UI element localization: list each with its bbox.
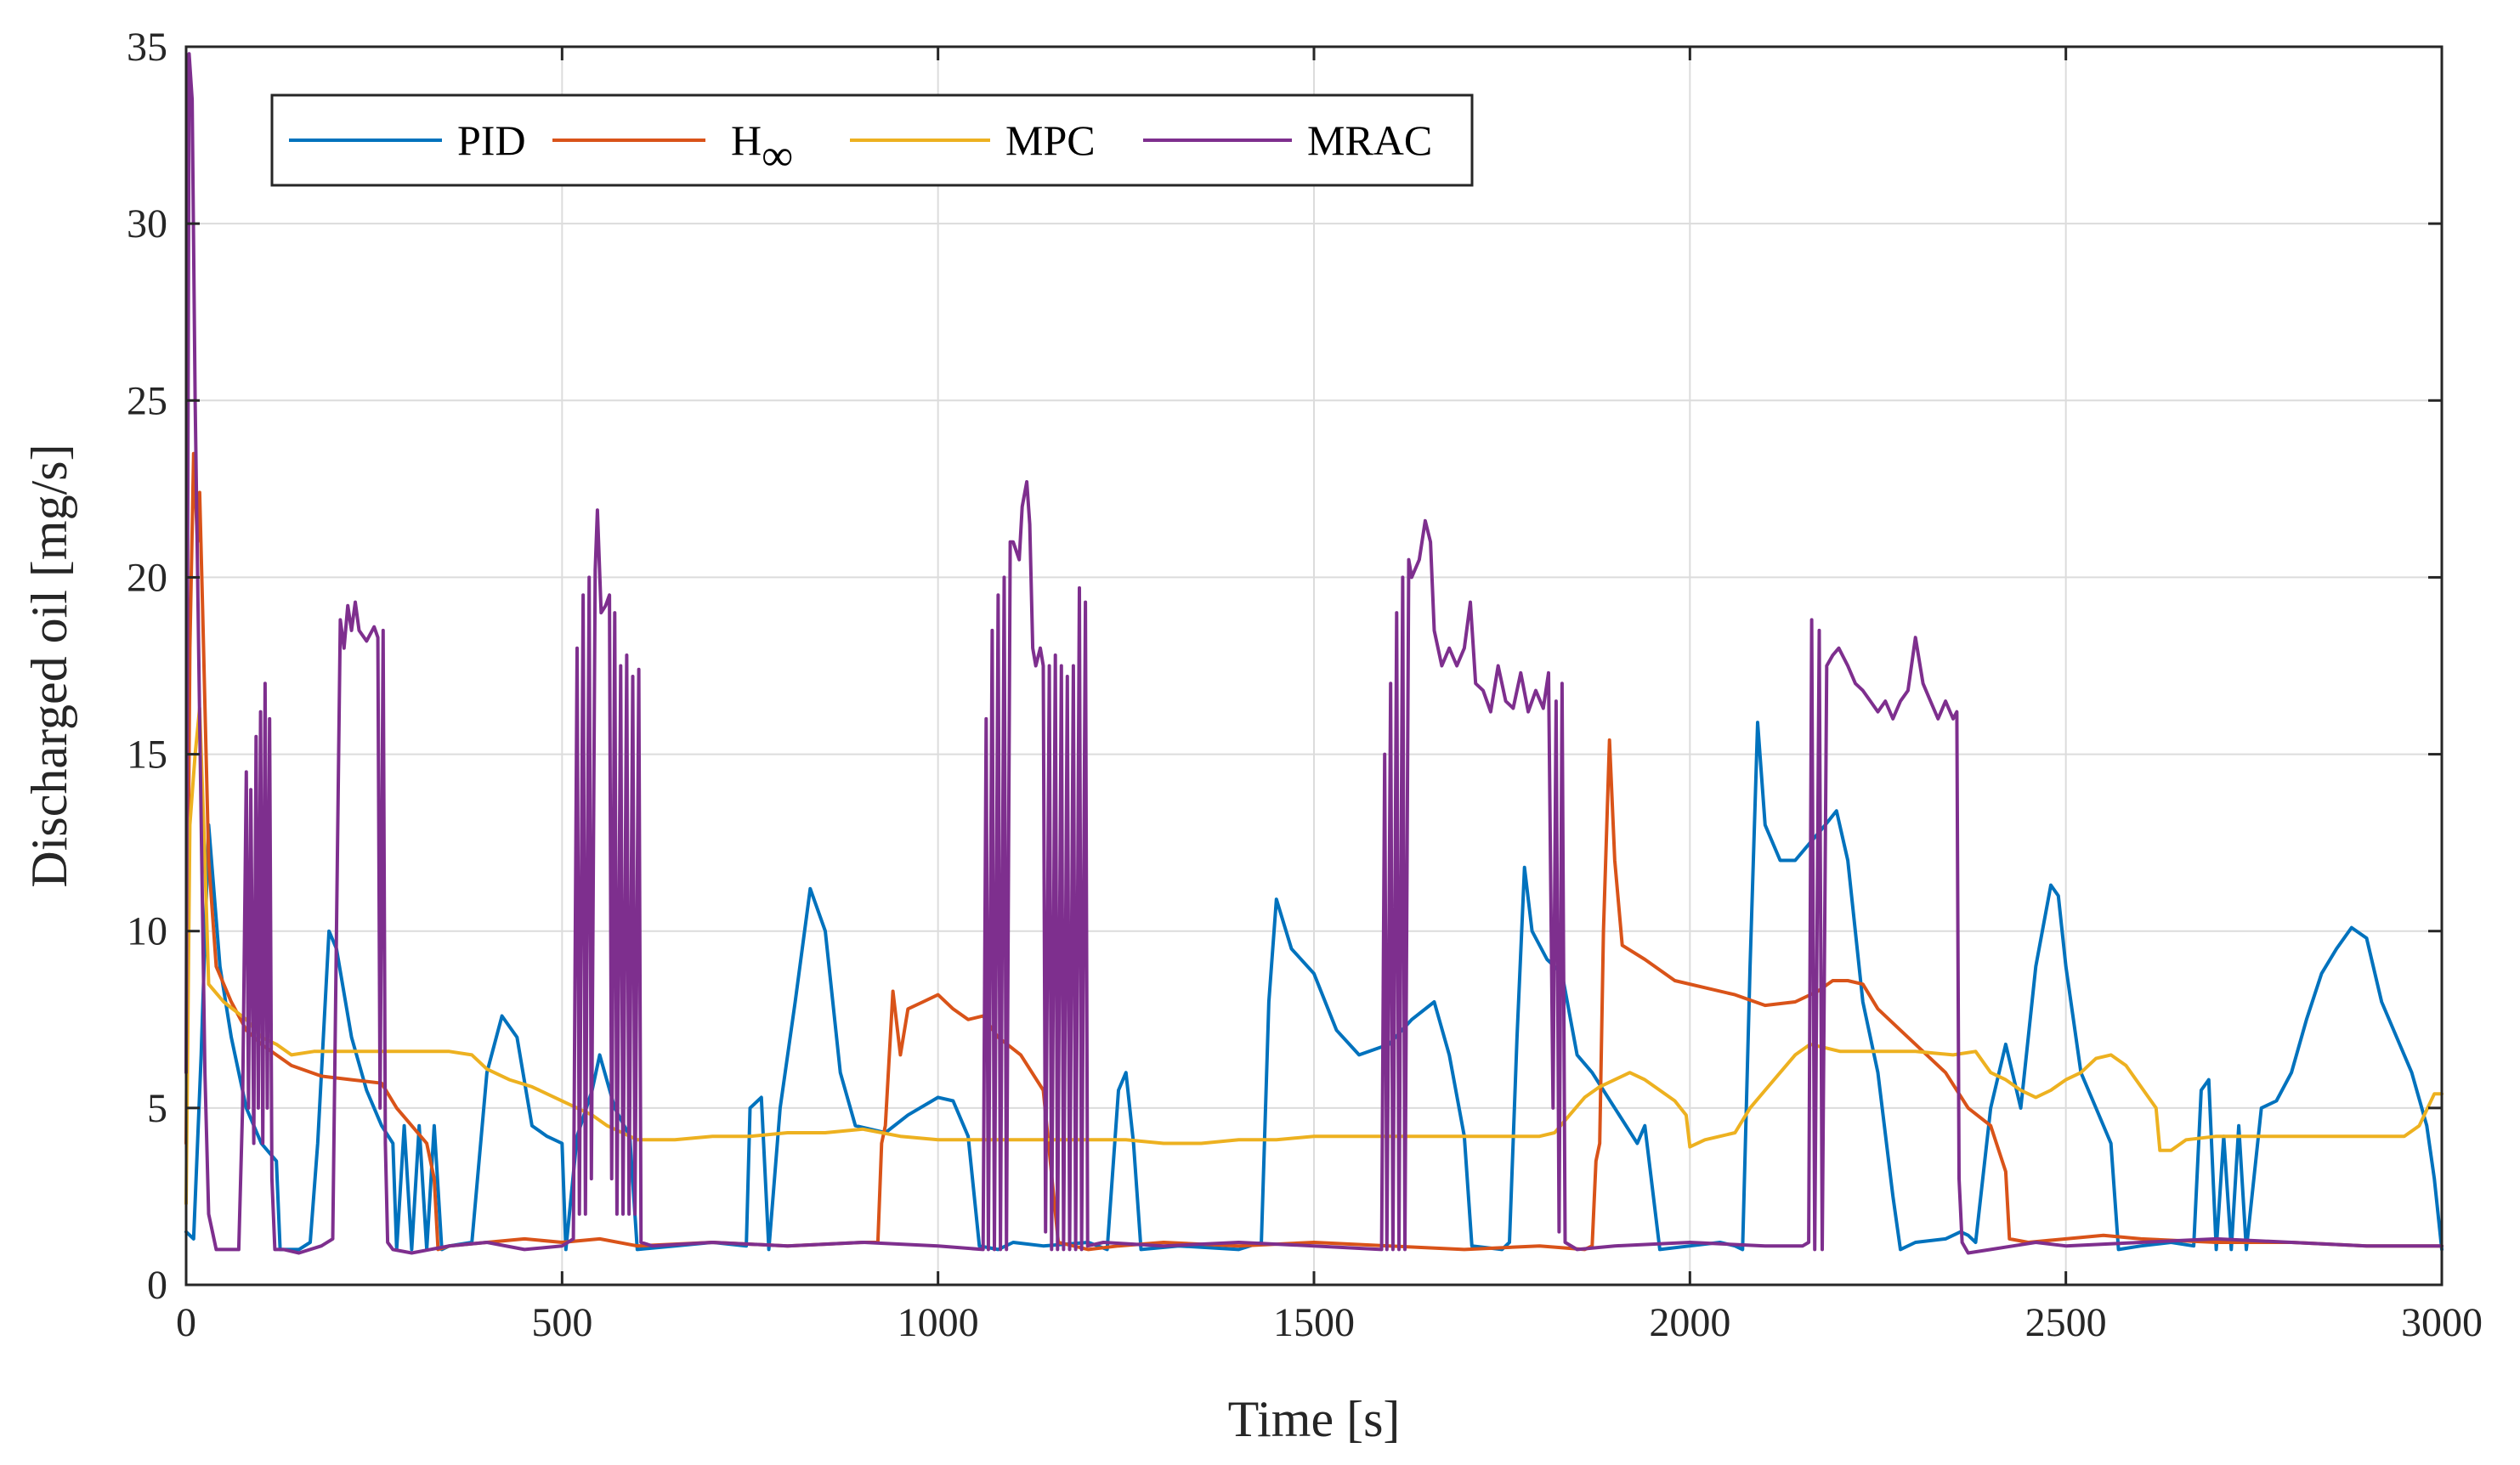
x-axis-label: Time [s] [1228, 1391, 1401, 1447]
legend-label-hinf: H∞ [731, 116, 793, 180]
series-layer [184, 52, 2444, 1255]
legend: PID H∞ MPC MRAC [270, 93, 1474, 187]
y-tick-label: 30 [127, 201, 167, 246]
grid [186, 47, 2442, 1285]
x-tick-label: 500 [531, 1300, 592, 1345]
y-tick-label: 0 [147, 1263, 167, 1308]
y-tick-label: 10 [127, 909, 167, 954]
series-line-mrac [184, 52, 2444, 1255]
x-tick-label: 3000 [2401, 1300, 2483, 1345]
x-tick-label: 2000 [1649, 1300, 1730, 1345]
series-line-mpc [184, 706, 2444, 1206]
y-tick-label: 15 [127, 732, 167, 778]
legend-label-hinf-subscript: ∞ [762, 132, 793, 180]
x-tick-label: 2500 [2025, 1300, 2107, 1345]
x-tick-label: 1500 [1273, 1300, 1355, 1345]
y-axis-label: Discharged oil [mg/s] [21, 444, 77, 887]
y-tick-label: 5 [147, 1086, 167, 1131]
y-tick-label: 35 [127, 25, 167, 70]
legend-label-pid: PID [457, 116, 526, 164]
legend-label-hinf-main: H [731, 116, 762, 164]
y-tick-label: 20 [127, 555, 167, 600]
axes [184, 45, 2444, 1287]
legend-label-mrac: MRAC [1307, 116, 1432, 164]
legend-label-mpc: MPC [1005, 116, 1096, 164]
x-tick-label: 0 [176, 1300, 196, 1345]
y-tick-label: 25 [127, 378, 167, 423]
x-tick-label: 1000 [898, 1300, 979, 1345]
tick-labels: 0 500 1000 1500 2000 2500 3000 0 5 10 15 20 25 30 35 [127, 25, 2483, 1345]
